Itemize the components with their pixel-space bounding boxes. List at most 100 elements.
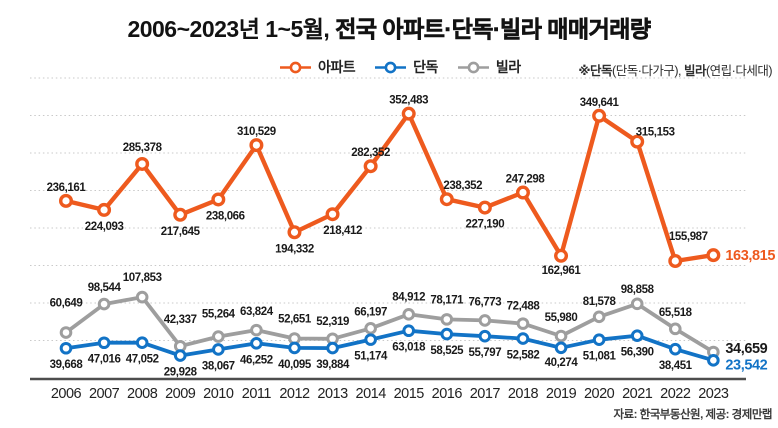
data-label: 63,018 (392, 342, 426, 354)
data-label: 39,884 (316, 359, 350, 371)
legend-label: 빌라 (495, 59, 521, 75)
data-label: 55,264 (202, 309, 236, 321)
data-point (592, 333, 606, 346)
x-tick-label: 2015 (394, 386, 425, 402)
data-point (707, 354, 720, 367)
title-prefix: 2006~2023년 1~5월, (127, 16, 336, 42)
legend-item-detached: 단독 (375, 57, 438, 77)
data-label: 63,824 (240, 306, 274, 318)
data-point (135, 156, 150, 171)
data-label: 40,274 (545, 357, 579, 369)
data-point (402, 308, 416, 321)
data-point (288, 341, 301, 355)
data-point (363, 159, 378, 174)
data-point (211, 192, 226, 207)
data-point (249, 138, 264, 153)
data-label: 236,161 (47, 182, 87, 194)
end-label: 163,815 (725, 248, 775, 264)
data-point (173, 349, 187, 362)
data-label: 40,095 (278, 359, 312, 371)
series-line-apartment (63, 111, 716, 264)
x-tick-label: 2022 (660, 386, 691, 402)
data-point (97, 202, 112, 217)
data-label: 38,451 (659, 360, 693, 372)
x-tick-label: 2014 (356, 386, 387, 402)
data-label: 238,066 (206, 211, 245, 223)
x-tick-label: 2011 (242, 386, 272, 402)
data-label: 55,980 (545, 312, 578, 324)
data-label: 352,483 (389, 95, 428, 107)
data-point (516, 317, 530, 330)
x-tick-label: 2019 (546, 386, 577, 402)
x-tick-label: 2013 (317, 386, 348, 402)
data-point (592, 310, 606, 324)
data-label: 194,332 (275, 243, 314, 255)
data-label: 39,668 (50, 359, 84, 371)
data-label: 38,067 (202, 360, 235, 372)
data-label: 315,153 (636, 127, 675, 139)
series-line-detached (64, 328, 716, 363)
data-point (478, 314, 492, 327)
x-tick-label: 2017 (470, 386, 501, 402)
data-label: 58,525 (430, 345, 464, 357)
data-label: 76,773 (469, 296, 502, 308)
data-label: 51,174 (354, 351, 388, 363)
legend-item-apartment: 아파트 (280, 57, 356, 77)
data-point (668, 254, 683, 269)
x-tick-label: 2018 (508, 386, 539, 402)
data-label: 238,352 (443, 180, 482, 192)
note-detached-bold: ※단독 (578, 64, 613, 78)
series-line-villa (64, 295, 716, 354)
data-label: 52,651 (278, 314, 312, 326)
data-point (515, 185, 530, 200)
data-point (173, 207, 188, 222)
data-label: 46,252 (240, 354, 273, 366)
legend-label: 아파트 (318, 59, 356, 75)
data-label: 72,488 (507, 301, 541, 313)
data-point (59, 326, 73, 339)
data-label: 217,645 (161, 226, 201, 238)
data-label: 84,912 (392, 291, 425, 303)
data-point (250, 337, 263, 350)
note-villa-desc: (연립·다세대) (706, 64, 773, 78)
data-point (592, 108, 607, 123)
data-point (516, 332, 530, 345)
data-label: 78,171 (430, 294, 464, 306)
data-label: 162,961 (542, 265, 582, 277)
data-point (630, 134, 645, 149)
data-point (212, 343, 225, 356)
x-tick-label: 2007 (89, 386, 120, 402)
data-label: 107,853 (123, 272, 162, 284)
data-point (97, 336, 111, 350)
data-label: 98,858 (621, 284, 655, 296)
x-tick-label: 2016 (432, 386, 463, 402)
data-point (59, 193, 74, 208)
data-label: 98,544 (88, 282, 122, 294)
data-label: 52,582 (507, 350, 540, 362)
data-point (439, 192, 454, 207)
x-tick-label: 2006 (51, 386, 82, 402)
x-tick-label: 2023 (698, 386, 729, 402)
data-label: 56,390 (621, 347, 654, 359)
data-point (554, 248, 569, 263)
data-label: 349,641 (580, 97, 620, 109)
x-tick-label: 2010 (203, 386, 234, 402)
note-villa-bold: 빌라 (683, 64, 707, 78)
data-point (212, 330, 225, 343)
data-label: 282,352 (351, 147, 390, 159)
title-main: 전국 아파트·단독·빌라 매매거래량 (335, 16, 651, 43)
data-label: 285,378 (123, 142, 163, 154)
legend-marker-villa-icon (457, 61, 489, 73)
data-point (668, 322, 682, 336)
data-label: 227,190 (466, 219, 505, 231)
data-point (630, 329, 644, 343)
x-tick-label: 2020 (584, 386, 615, 402)
data-label: 66,197 (354, 306, 387, 318)
data-point (554, 329, 568, 343)
data-label: 310,529 (237, 126, 276, 138)
chart-title: 2006~2023년 1~5월, 전국 아파트·단독·빌라 매매거래량 (0, 10, 778, 44)
data-point (440, 313, 454, 326)
x-tick-label: 2009 (165, 386, 196, 402)
